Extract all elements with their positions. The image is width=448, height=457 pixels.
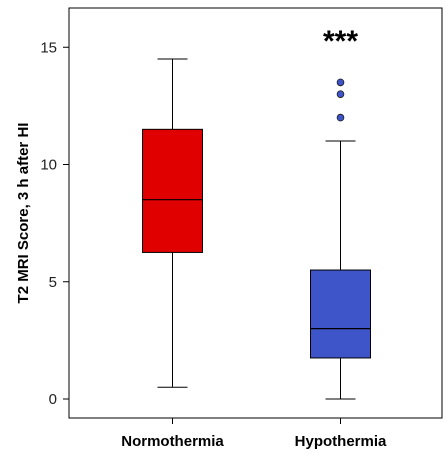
x-tick-label-normothermia: Normothermia (121, 433, 224, 450)
x-tick-label-hypothermia: Hypothermia (295, 433, 387, 450)
plot-frame (68, 7, 443, 419)
y-axis-title: T2 MRI Score, 3 h after HI (15, 123, 32, 304)
iqr-box (310, 269, 371, 359)
x-axis: Normothermia Hypothermia (121, 418, 387, 450)
y-tick-label: 15 (40, 39, 57, 56)
y-tick-label: 0 (49, 391, 57, 408)
y-tick-label: 5 (49, 274, 57, 291)
y-axis: 0 5 10 15 (40, 39, 69, 408)
box-normothermia (142, 58, 203, 388)
iqr-box (142, 128, 203, 253)
annotations-layer: *** (323, 25, 358, 58)
outlier-point (336, 78, 345, 87)
significance-marker: *** (323, 25, 358, 58)
outlier-point (336, 113, 345, 122)
outlier-point (336, 90, 345, 98)
boxes-layer (142, 58, 371, 400)
y-tick-label: 10 (40, 157, 57, 174)
box-hypothermia (310, 78, 371, 400)
